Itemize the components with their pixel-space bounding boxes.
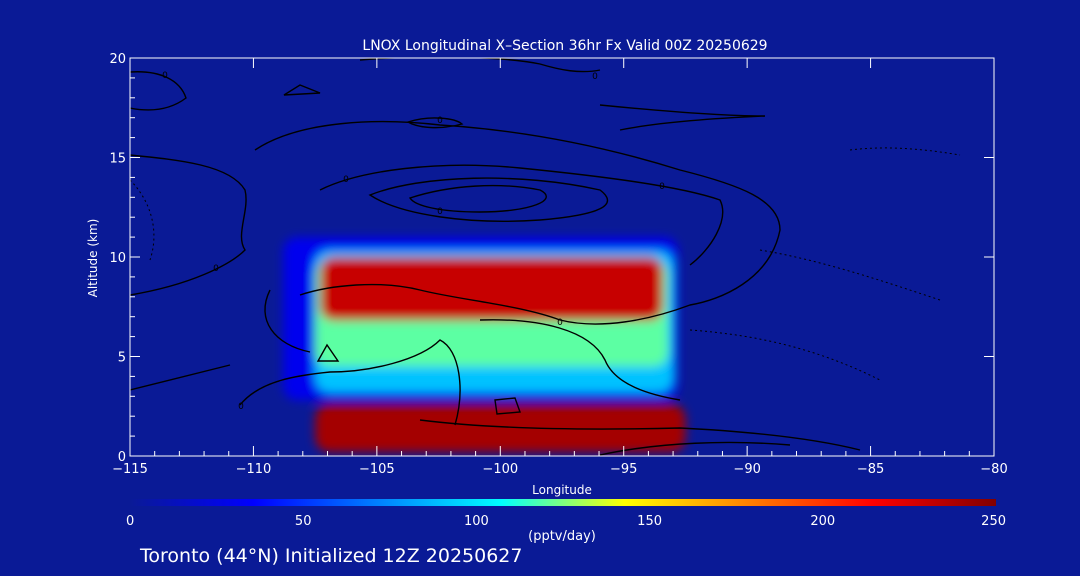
contour-line-dashed bbox=[759, 249, 941, 301]
colorbar-tick-label: 200 bbox=[810, 514, 835, 529]
contour-label: 0 bbox=[437, 116, 443, 126]
contour-label: 0 bbox=[213, 264, 219, 274]
contour-line bbox=[264, 289, 311, 353]
location-marker bbox=[316, 343, 340, 362]
contour-line bbox=[599, 441, 791, 456]
chart-title: LNOX Longitudinal X–Section 36hr Fx Vali… bbox=[362, 38, 767, 54]
contour-line-dashed bbox=[849, 147, 961, 156]
y-tick-label: 15 bbox=[109, 152, 126, 167]
y-axis-label: Altitude (km) bbox=[86, 219, 100, 298]
contour-line bbox=[283, 84, 321, 96]
contour-line bbox=[406, 117, 464, 129]
lnox-field bbox=[283, 237, 686, 453]
x-axis-label: Longitude bbox=[532, 483, 592, 497]
field-region bbox=[320, 257, 664, 321]
contour-line bbox=[130, 364, 231, 391]
contour-line bbox=[494, 397, 521, 415]
contour-label: 0 bbox=[592, 72, 598, 82]
x-tick-label: −110 bbox=[236, 462, 272, 477]
contour-line bbox=[368, 177, 609, 222]
contour-line bbox=[130, 71, 187, 111]
colorbar-tick-label: 100 bbox=[464, 514, 489, 529]
contour-label: 0 bbox=[437, 207, 443, 217]
contour-line bbox=[408, 184, 547, 213]
contour-line bbox=[479, 319, 681, 401]
contour-label: 0 bbox=[557, 318, 563, 328]
x-tick-label: −105 bbox=[359, 462, 395, 477]
y-tick-label: 10 bbox=[109, 251, 126, 266]
x-tick-label: −85 bbox=[857, 462, 884, 477]
colorbar-tick-label: 0 bbox=[126, 514, 134, 529]
contour-line bbox=[319, 164, 724, 266]
colorbar-tick-label: 150 bbox=[637, 514, 662, 529]
contour-line-dashed bbox=[689, 329, 881, 381]
contour-label: 0 bbox=[162, 71, 168, 81]
init-annotation: Toronto (44°N) Initialized 12Z 20250627 bbox=[139, 545, 523, 567]
field-region bbox=[315, 404, 686, 453]
contour-line bbox=[130, 154, 247, 296]
y-axis-ticks: 0 5 10 15 20 bbox=[109, 52, 994, 465]
contour-line bbox=[239, 339, 461, 426]
contour-line bbox=[599, 104, 766, 131]
colorbar-tick-label: 250 bbox=[981, 514, 1006, 529]
x-tick-label: −115 bbox=[112, 462, 148, 477]
y-tick-label: 5 bbox=[118, 351, 126, 366]
contour-label: 0 bbox=[343, 175, 349, 185]
x-tick-label: −80 bbox=[980, 462, 1007, 477]
contour-line bbox=[359, 58, 601, 73]
contour-label: 0 bbox=[238, 402, 244, 412]
contour-label: 0 bbox=[659, 182, 665, 192]
colorbar-tick-label: 50 bbox=[295, 514, 312, 529]
colorbar bbox=[130, 499, 996, 506]
y-tick-label: 0 bbox=[118, 450, 126, 465]
x-tick-label: −100 bbox=[482, 462, 518, 477]
contour-labels: 0 0 0 0 0 0 0 0 0 bbox=[162, 71, 665, 412]
contour-lines bbox=[130, 58, 961, 456]
colorbar-label: (pptv/day) bbox=[528, 529, 596, 544]
contour-line bbox=[254, 120, 781, 325]
x-axis-ticks: −115 −110 −105 −100 −95 −90 −85 −80 bbox=[112, 58, 1008, 477]
contour-line bbox=[419, 419, 861, 451]
y-tick-label: 20 bbox=[109, 52, 126, 67]
plot-area: 0 0 0 0 0 0 0 0 0 bbox=[130, 58, 961, 456]
x-tick-label: −95 bbox=[610, 462, 637, 477]
x-tick-label: −90 bbox=[733, 462, 760, 477]
colorbar-ticks: 0 50 100 150 200 250 bbox=[126, 514, 1006, 529]
